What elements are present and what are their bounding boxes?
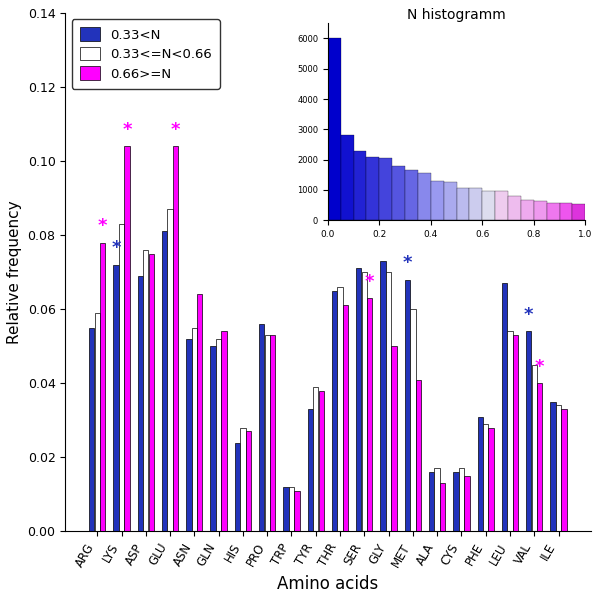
Bar xyxy=(362,272,367,532)
Bar xyxy=(332,290,337,532)
Bar xyxy=(429,472,434,532)
Bar xyxy=(259,324,265,532)
Bar xyxy=(221,331,227,532)
Text: *: * xyxy=(365,272,374,290)
Bar xyxy=(556,406,561,532)
Bar xyxy=(137,276,143,532)
Bar xyxy=(386,272,391,532)
Bar xyxy=(294,491,299,532)
Bar xyxy=(113,265,119,532)
Bar xyxy=(283,487,289,532)
Text: *: * xyxy=(524,306,533,324)
Bar xyxy=(319,391,324,532)
Bar xyxy=(459,469,464,532)
Bar xyxy=(483,424,488,532)
Bar xyxy=(488,428,494,532)
X-axis label: Amino acids: Amino acids xyxy=(277,575,379,593)
Text: *: * xyxy=(122,121,132,139)
Bar xyxy=(434,469,440,532)
Text: *: * xyxy=(403,254,412,272)
Bar xyxy=(410,309,416,532)
Bar xyxy=(453,472,458,532)
Bar xyxy=(356,268,361,532)
Text: *: * xyxy=(98,217,107,235)
Bar xyxy=(513,335,518,532)
Bar xyxy=(405,280,410,532)
Bar xyxy=(265,335,270,532)
Bar xyxy=(100,242,106,532)
Bar xyxy=(391,346,397,532)
Bar xyxy=(380,261,386,532)
Text: *: * xyxy=(535,358,544,376)
Bar xyxy=(119,224,124,532)
Bar xyxy=(270,335,275,532)
Bar xyxy=(416,380,421,532)
Bar xyxy=(143,250,148,532)
Bar xyxy=(162,232,167,532)
Bar xyxy=(95,313,100,532)
Bar xyxy=(211,346,216,532)
Bar xyxy=(191,328,197,532)
Bar xyxy=(245,431,251,532)
Bar xyxy=(550,402,556,532)
Bar xyxy=(313,387,319,532)
Bar xyxy=(478,416,483,532)
Bar xyxy=(149,254,154,532)
Bar xyxy=(308,409,313,532)
Bar xyxy=(343,305,348,532)
Bar xyxy=(532,365,537,532)
Text: *: * xyxy=(111,239,121,257)
Text: *: * xyxy=(171,121,180,139)
Legend: 0.33<N, 0.33<=N<0.66, 0.66>=N: 0.33<N, 0.33<=N<0.66, 0.66>=N xyxy=(72,19,220,89)
Bar xyxy=(124,146,130,532)
Bar xyxy=(186,339,191,532)
Bar xyxy=(173,146,178,532)
Bar xyxy=(367,298,373,532)
Bar xyxy=(537,383,542,532)
Bar xyxy=(464,476,470,532)
Y-axis label: Relative frequency: Relative frequency xyxy=(7,200,22,344)
Bar xyxy=(526,331,532,532)
Bar xyxy=(89,328,94,532)
Bar xyxy=(507,331,512,532)
Bar xyxy=(502,283,507,532)
Bar xyxy=(197,295,202,532)
Bar xyxy=(289,487,294,532)
Bar xyxy=(337,287,343,532)
Bar xyxy=(216,339,221,532)
Bar xyxy=(235,443,240,532)
Bar xyxy=(167,209,173,532)
Bar xyxy=(440,483,445,532)
Bar xyxy=(240,428,245,532)
Bar xyxy=(561,409,566,532)
